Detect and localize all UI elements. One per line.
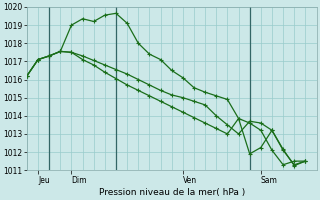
X-axis label: Pression niveau de la mer( hPa ): Pression niveau de la mer( hPa ) (99, 188, 245, 197)
